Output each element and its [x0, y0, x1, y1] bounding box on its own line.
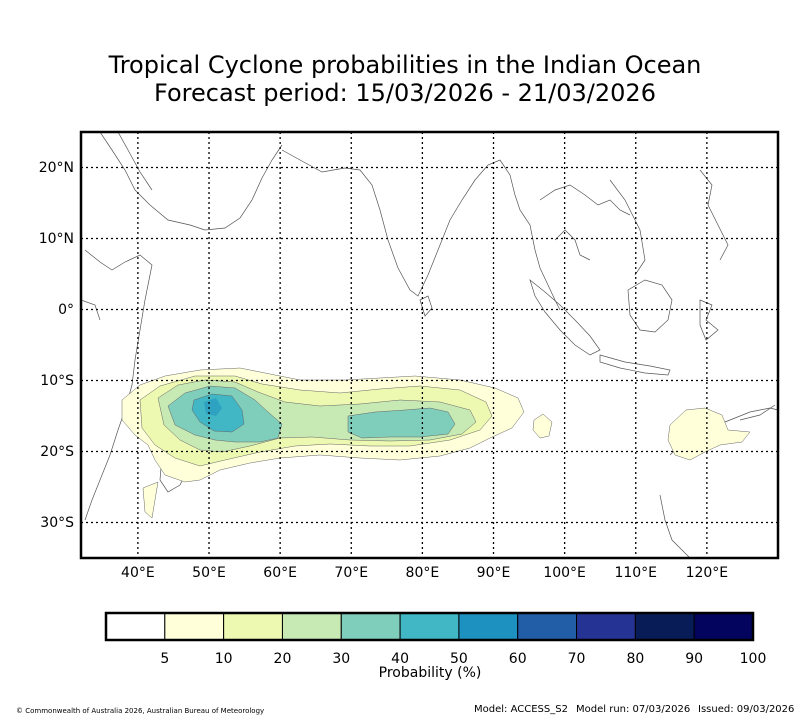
lat-label: 30°S	[40, 514, 74, 531]
map-title-line1: Tropical Cyclone probabilities in the In…	[108, 51, 702, 79]
model-name: Model: ACCESS_S2	[474, 704, 568, 715]
lon-label: 50°E	[192, 565, 226, 581]
colorbar-segment	[223, 612, 283, 641]
lon-label: 40°E	[121, 565, 155, 581]
colorbar-tick-label: 90	[685, 651, 704, 667]
lon-label: 100°E	[543, 565, 586, 581]
lon-label: 110°E	[614, 565, 658, 581]
colorbar-segment	[458, 612, 519, 641]
colorbar-segment	[693, 612, 754, 641]
colorbar-segment	[105, 612, 166, 641]
issued-date: Issued: 09/03/2026	[698, 704, 795, 715]
colorbar-segment	[281, 612, 342, 641]
colorbar-segment	[576, 612, 636, 641]
graticule	[81, 132, 778, 558]
lon-label: 90°E	[476, 565, 511, 581]
colorbar-tick-label: 40	[391, 651, 409, 667]
copyright-notice: © Commonwealth of Australia 2026, Austra…	[16, 707, 265, 715]
colorbar-frame	[104, 611, 755, 642]
colorbar-tick-label: 50	[449, 651, 468, 667]
map-area	[81, 132, 778, 558]
prob-5-patch-east	[667, 407, 751, 461]
sumatra-coast	[529, 279, 601, 356]
colorbar-segment	[399, 612, 460, 641]
prob-5-patch-west	[142, 481, 159, 519]
india-coast	[281, 149, 501, 297]
colorbar-segment	[164, 612, 225, 641]
map-title-line2: Forecast period: 15/03/2026 - 21/03/2026	[154, 79, 656, 107]
lat-label: 10°N	[38, 230, 74, 247]
lon-label: 120°E	[685, 565, 729, 581]
colorbar	[104, 611, 755, 642]
colorbar-tick-label: 80	[626, 651, 645, 667]
colorbar-segment	[517, 612, 578, 641]
colorbar-tick-label: 10	[214, 651, 233, 667]
colorbar-tick-label: 20	[273, 651, 292, 667]
colorbar-tick-label: 60	[508, 651, 527, 667]
lon-label: 70°E	[334, 565, 369, 581]
lat-label: 0°	[58, 301, 74, 318]
model-run-date: Model run: 07/03/2026	[576, 704, 691, 715]
lon-label: 80°E	[405, 565, 440, 581]
colorbar-title: Probability (%)	[378, 665, 482, 681]
colorbar-segment	[340, 612, 401, 641]
colorbar-tick-label: 70	[567, 651, 586, 667]
prob-30-contour-east	[347, 407, 456, 439]
colorbar-tick-label: 5	[160, 651, 170, 667]
map-frame	[79, 130, 780, 560]
colorbar-tick-label: 30	[332, 651, 351, 667]
lat-label: 10°S	[40, 372, 74, 389]
lon-label: 60°E	[263, 565, 297, 581]
colorbar-segment	[634, 612, 695, 641]
lat-label: 20°S	[40, 443, 74, 460]
colorbar-tick-label: 100	[739, 651, 767, 667]
borneo-coast	[627, 279, 673, 333]
lat-label: 20°N	[38, 159, 74, 176]
probability-contours	[121, 367, 751, 519]
prob-5-patch-central	[532, 413, 553, 439]
